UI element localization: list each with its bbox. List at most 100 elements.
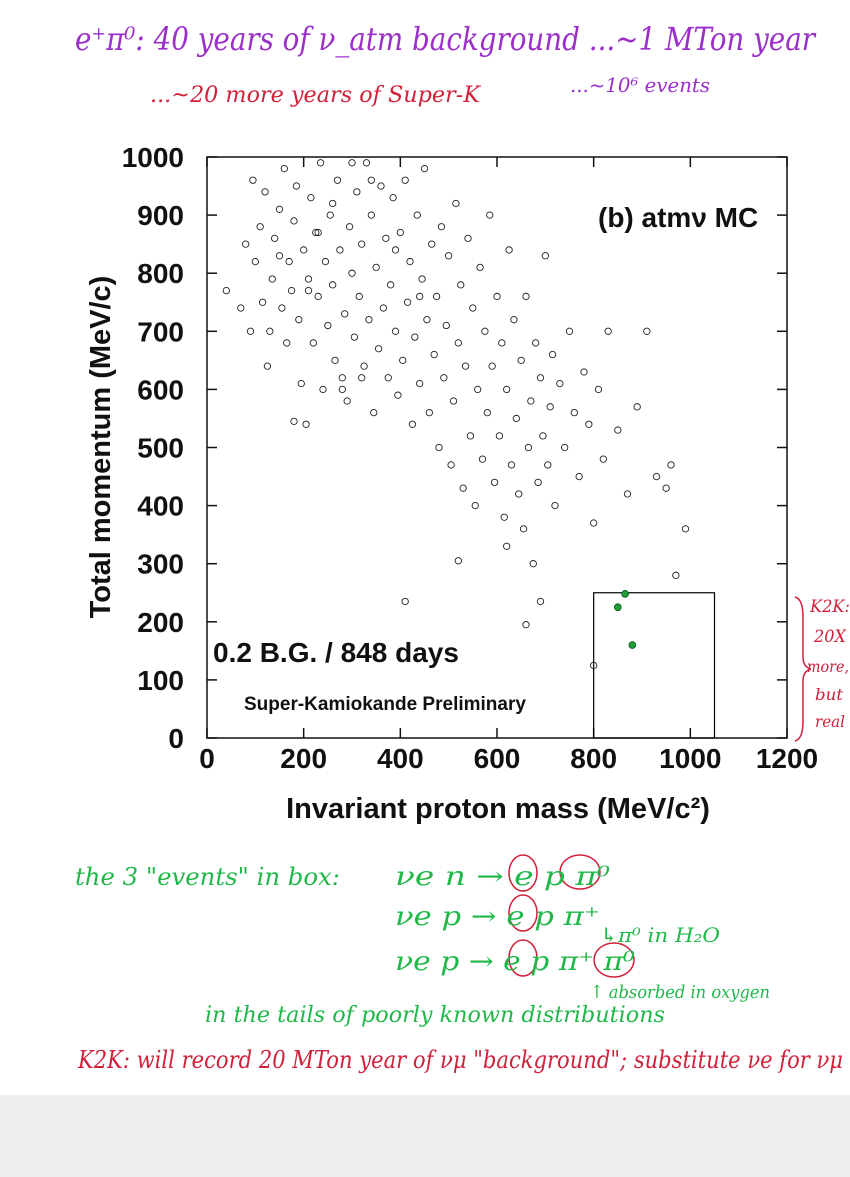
- data-point: [302, 420, 310, 428]
- data-point: [580, 368, 588, 376]
- data-point: [430, 350, 438, 359]
- data-point: [541, 252, 549, 260]
- data-point: [295, 316, 303, 324]
- y-tick-label: 600: [137, 374, 184, 405]
- data-point: [329, 281, 337, 289]
- data-point: [300, 246, 308, 254]
- data-point: [263, 362, 272, 370]
- data-point: [391, 327, 400, 335]
- data-point: [428, 240, 436, 248]
- data-point: [529, 560, 537, 568]
- data-point: [416, 379, 424, 388]
- data-point: [495, 432, 504, 440]
- data-point: [389, 194, 397, 202]
- circle-mark: [593, 942, 635, 978]
- data-point: [507, 461, 516, 469]
- signal-box: [593, 592, 716, 739]
- data-point: [287, 286, 296, 295]
- data-point: [341, 310, 349, 318]
- data-point: [435, 443, 443, 452]
- data-point: [445, 252, 453, 260]
- data-point: [343, 397, 351, 405]
- data-point: [505, 246, 513, 254]
- data-point: [338, 374, 346, 382]
- annotation: (b) atmν MC: [598, 202, 758, 233]
- paper: [0, 0, 850, 1095]
- data-point: [478, 455, 487, 463]
- y-tick-label: 200: [137, 607, 184, 638]
- data-point: [401, 176, 409, 184]
- data-point: [401, 597, 409, 606]
- data-point: [524, 443, 533, 452]
- y-tick-label: 800: [137, 258, 184, 289]
- data-point: [370, 408, 378, 417]
- data-point: [367, 176, 375, 184]
- data-point: [652, 472, 661, 481]
- y-tick-label: 1000: [122, 142, 184, 173]
- data-point: [285, 257, 293, 266]
- y-tick-label: 300: [137, 549, 184, 580]
- handwritten-note: ↳π⁰ in H₂O: [600, 923, 720, 947]
- data-point: [355, 292, 363, 301]
- data-point: [536, 374, 545, 382]
- data-point: [454, 557, 462, 565]
- circle-mark: [508, 939, 538, 977]
- data-point: [464, 234, 472, 242]
- data-point: [362, 159, 371, 167]
- data-point: [517, 356, 525, 364]
- data-point: [278, 304, 286, 312]
- data-point: [242, 240, 250, 248]
- data-point: [604, 327, 612, 335]
- data-point: [643, 327, 651, 335]
- data-point: [367, 211, 375, 219]
- data-point: [258, 298, 267, 306]
- data-point: [459, 484, 467, 492]
- circle-mark: [508, 854, 538, 892]
- data-point: [275, 205, 284, 213]
- data-point: [534, 478, 542, 487]
- x-tick-label: 600: [474, 743, 521, 774]
- data-point: [413, 211, 421, 219]
- handwritten-note: but: [815, 685, 844, 704]
- data-point: [544, 461, 552, 469]
- data-point: [314, 292, 322, 301]
- x-tick-label: 1200: [756, 743, 818, 774]
- y-tick-label: 400: [137, 491, 184, 522]
- data-point: [237, 304, 245, 312]
- y-tick-label: 100: [137, 665, 184, 696]
- data-point: [222, 286, 230, 295]
- scanner-bed: [0, 1095, 850, 1177]
- y-tick-label: 500: [137, 433, 184, 464]
- data-point: [510, 316, 518, 324]
- data-point: [403, 298, 412, 306]
- data-point: [292, 182, 301, 190]
- data-point: [326, 211, 334, 219]
- data-point: [594, 385, 603, 394]
- data-point: [338, 385, 346, 394]
- data-point: [377, 182, 385, 190]
- data-point: [304, 286, 313, 295]
- data-point: [394, 391, 402, 399]
- data-point: [358, 374, 366, 382]
- data-point: [391, 246, 400, 254]
- data-point: [246, 327, 255, 335]
- data-point: [623, 490, 632, 498]
- data-point: [590, 519, 598, 527]
- data-point: [314, 228, 322, 237]
- data-point: [614, 426, 622, 434]
- data-point: [382, 234, 390, 242]
- handwritten-note: more,: [807, 657, 849, 676]
- data-point: [621, 590, 629, 598]
- data-point: [249, 176, 257, 184]
- data-point: [350, 333, 359, 341]
- data-point: [546, 403, 554, 411]
- circle-mark: [559, 854, 601, 890]
- data-point: [469, 304, 477, 312]
- data-point: [384, 374, 392, 382]
- handwritten-note: K2K:: [809, 597, 850, 617]
- data-point: [561, 443, 569, 452]
- data-point: [681, 525, 690, 533]
- data-point: [266, 327, 274, 335]
- x-axis-title: Invariant proton mass (MeV/c²): [286, 793, 710, 825]
